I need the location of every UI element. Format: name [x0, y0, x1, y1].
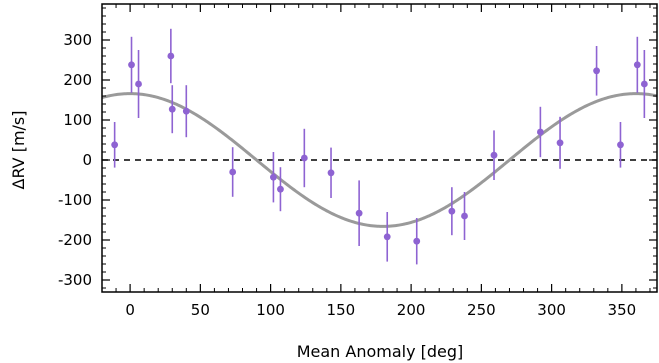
data-point-7	[270, 173, 277, 181]
data-point-1	[128, 61, 135, 69]
data-point-22	[640, 80, 648, 88]
data-point-9	[300, 154, 308, 162]
data-point-2	[135, 80, 142, 88]
data-point-5	[182, 107, 190, 115]
x-tick-label-100: 100	[256, 301, 285, 319]
plot-layer: 0 50 100 150 200 250 300 350 -300 -200 -100 0 100 200…	[58, 3, 658, 319]
data-point-4	[168, 105, 176, 113]
data-point-12	[383, 233, 391, 241]
y-axis-label: ΔRV [m/s]	[9, 110, 28, 189]
y-tick-label--200: -200	[58, 231, 92, 249]
x-tick-label-200: 200	[397, 301, 426, 319]
x-tick-label-150: 150	[327, 301, 356, 319]
y-tick-label--100: -100	[58, 191, 92, 209]
data-point-16	[490, 151, 498, 159]
x-tick-label-0: 0	[125, 301, 135, 319]
y-tick-label-200: 200	[63, 71, 92, 89]
x-tick-label-350: 350	[608, 301, 637, 319]
data-point-0	[111, 141, 119, 149]
y-tick-label-0: 0	[82, 151, 92, 169]
x-axis-label: Mean Anomaly [deg]	[297, 342, 464, 361]
x-tick-label-300: 300	[537, 301, 566, 319]
data-point-14	[448, 207, 456, 215]
data-point-18	[556, 139, 564, 147]
data-point-8	[277, 185, 284, 193]
data-point-20	[617, 141, 624, 149]
x-tick-label-250: 250	[467, 301, 496, 319]
y-tick-label-300: 300	[63, 31, 92, 49]
y-tick-label--300: -300	[58, 271, 92, 289]
data-point-13	[413, 237, 421, 245]
data-point-19	[593, 67, 600, 75]
data-point-17	[536, 128, 544, 136]
data-point-15	[461, 212, 468, 220]
data-point-11	[355, 209, 363, 217]
data-point-10	[327, 169, 335, 177]
data-point-21	[633, 61, 641, 69]
plot-frame	[101, 3, 658, 293]
data-point-3	[167, 52, 175, 60]
data-point-6	[229, 168, 237, 176]
x-tick-label-50: 50	[191, 301, 210, 319]
y-tick-label-100: 100	[63, 111, 92, 129]
model-curve	[101, 92, 658, 228]
